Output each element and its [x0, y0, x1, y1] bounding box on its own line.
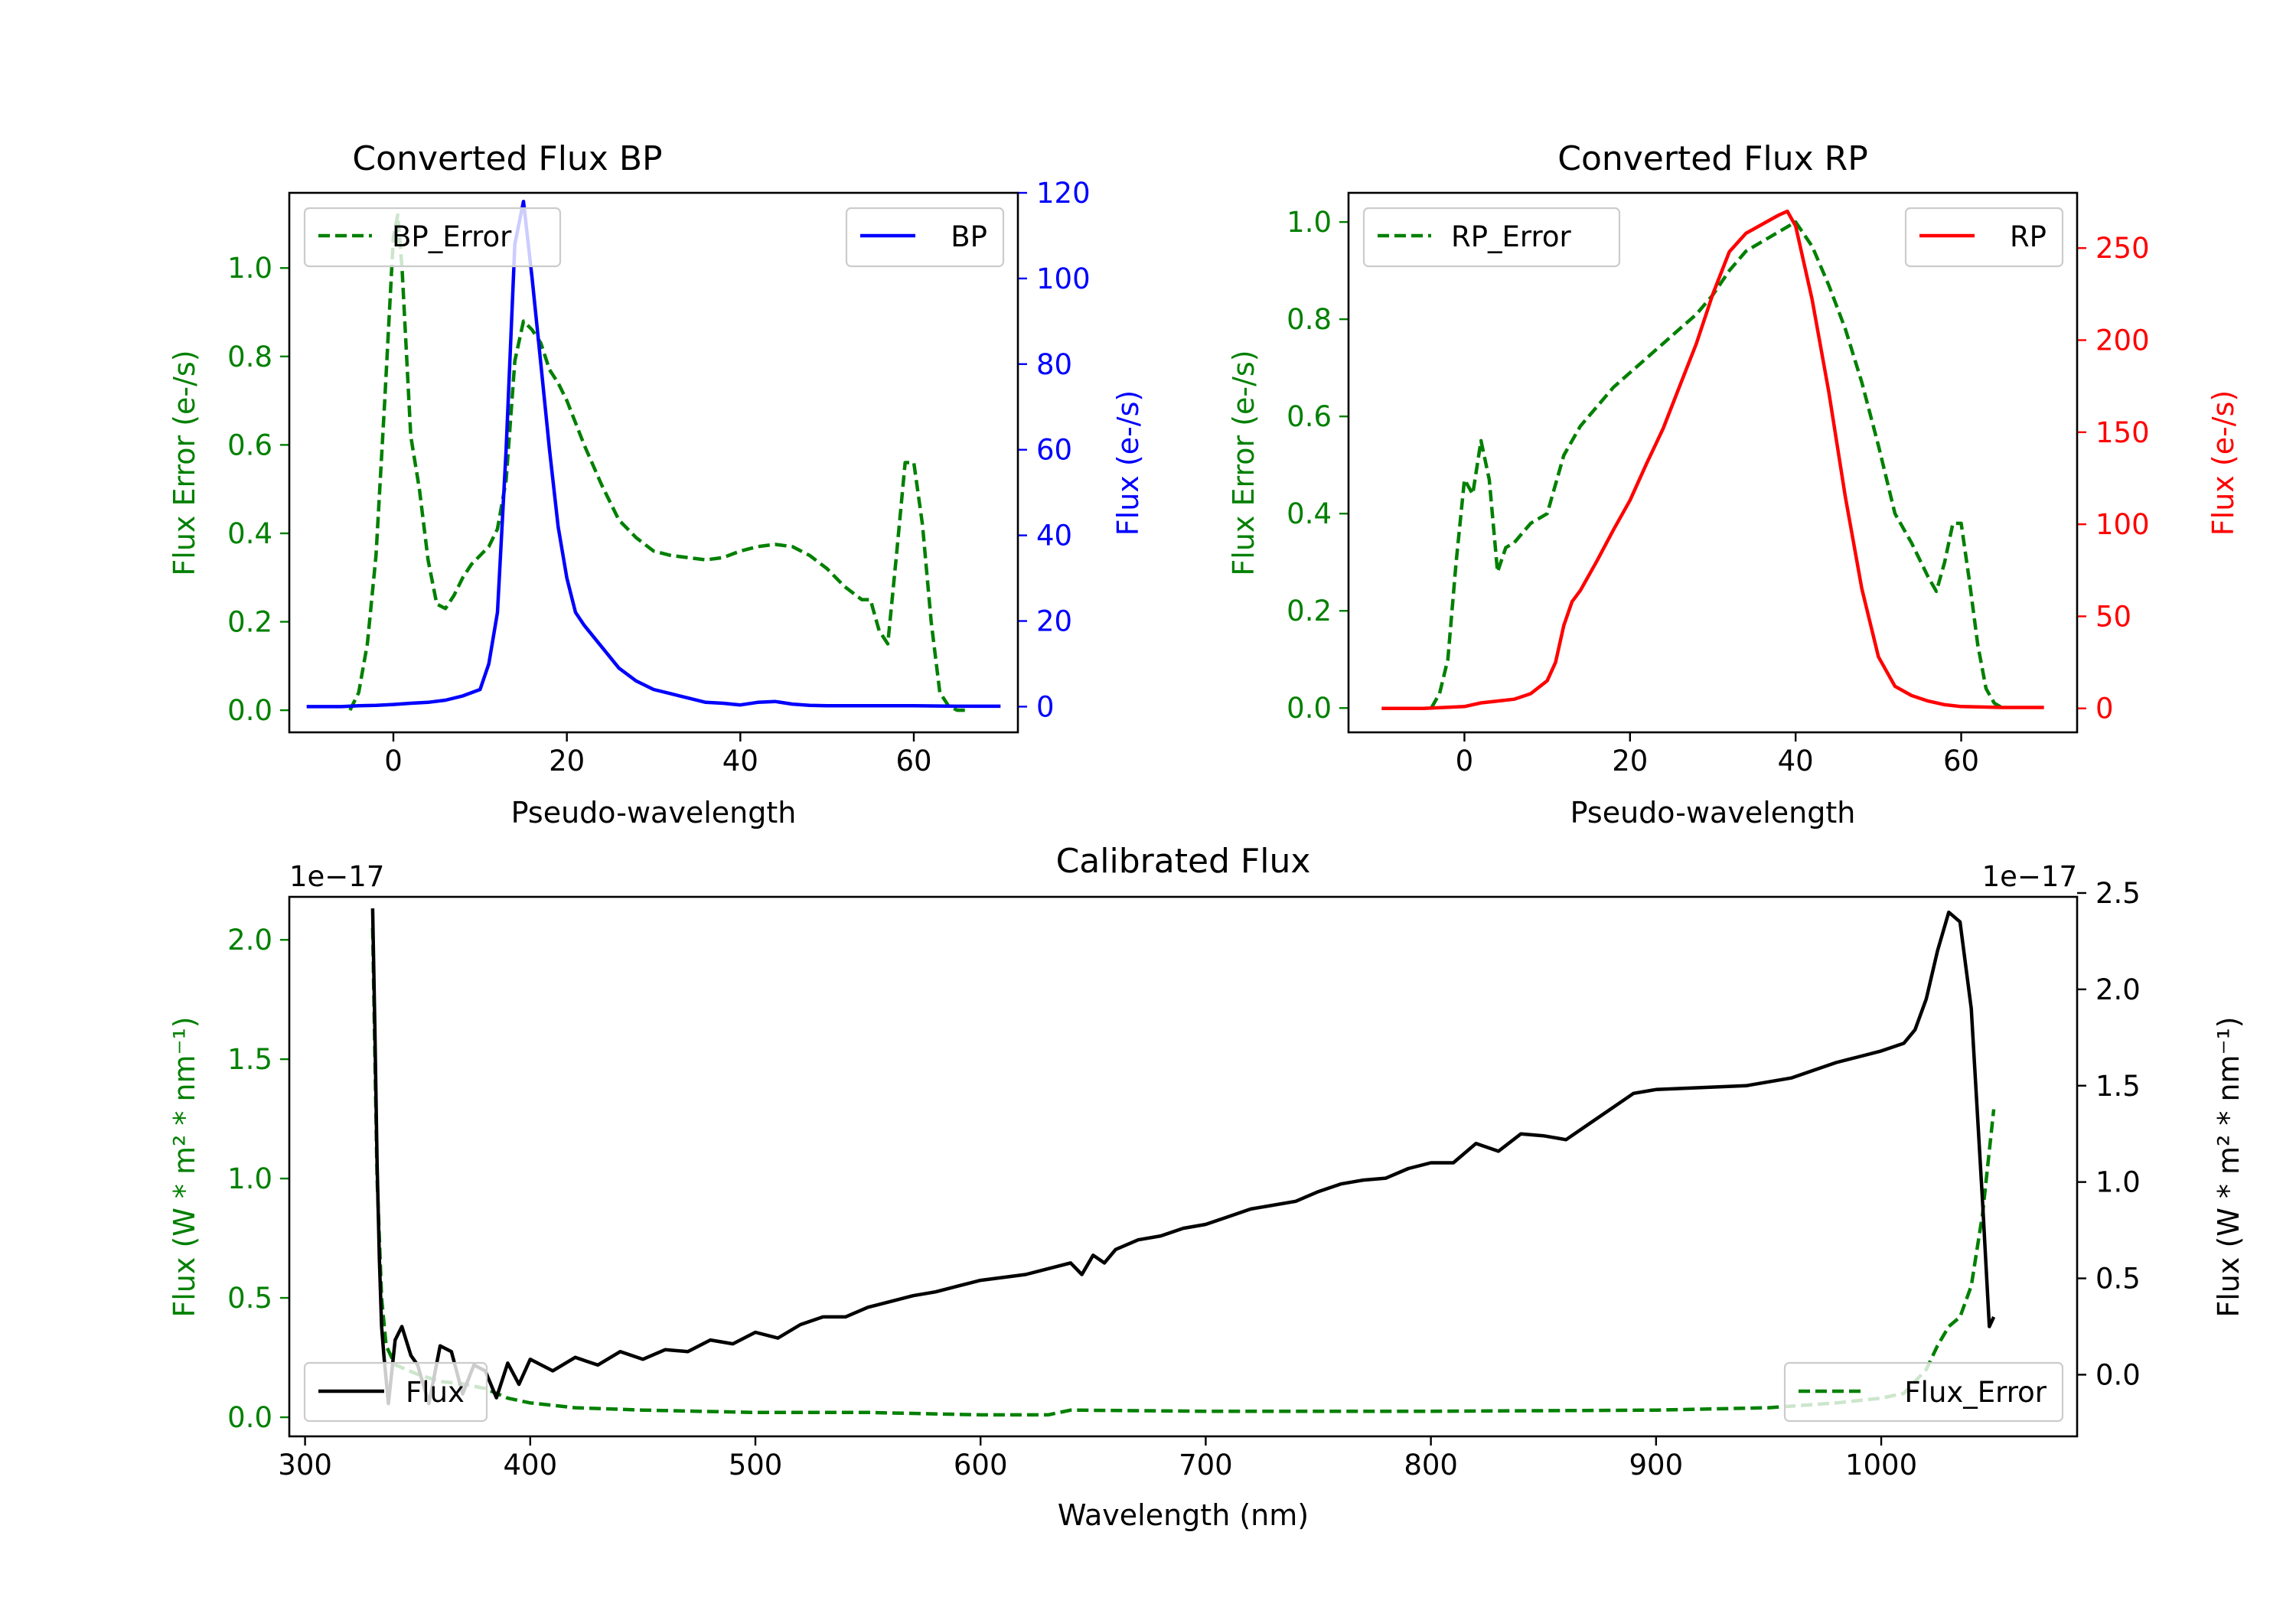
bp-xtick-label: 40 [722, 745, 758, 777]
cal-ytick-right-label: 0.0 [2095, 1358, 2141, 1391]
bp-ytick-right-label: 100 [1036, 262, 1091, 295]
cal-ytick-left-label: 1.5 [227, 1043, 272, 1076]
bp-ytick-right-label: 120 [1036, 177, 1091, 210]
rp-legend-flux: RP [1904, 207, 2064, 268]
cal-xtick-label: 900 [1629, 1449, 1684, 1482]
cal-series-flux [370, 908, 1996, 1406]
bp-ytick-right-label: 40 [1036, 520, 1072, 553]
rp-ytick-left-label: 0.4 [1287, 497, 1332, 530]
cal-ytick-left-label: 2.0 [227, 924, 272, 957]
cal-xtick-label: 300 [278, 1449, 332, 1482]
cal-ytick-right-label: 1.5 [2095, 1070, 2141, 1103]
cal-xtick-label: 600 [954, 1449, 1008, 1482]
bp-series-bp [306, 199, 1001, 709]
rp-ytick-right-label: 50 [2095, 600, 2131, 633]
bp-left-axis-label: Flux Error (e-/s) [168, 350, 201, 575]
rp-series-rp-error [1430, 220, 2004, 710]
cal-xtick-label: 500 [729, 1449, 783, 1482]
bp-series-bp-error [348, 213, 966, 712]
cal-right-offset: 1e−17 [1982, 860, 2077, 893]
bp-xtick-label: 0 [384, 745, 403, 777]
rp-ytick-right-label: 150 [2095, 416, 2150, 449]
rp-ytick-right-label: 100 [2095, 508, 2150, 541]
cal-right-axis-label: Flux (W * m² * nm⁻¹) [2212, 1016, 2245, 1317]
cal-xtick-label: 1000 [1845, 1449, 1917, 1482]
rp-ytick-right-label: 200 [2095, 324, 2150, 357]
bp-ytick-right-label: 80 [1036, 348, 1072, 381]
rp-ytick-left-label: 0.2 [1287, 595, 1332, 627]
rp-legend-error-label: RP_Error [1451, 220, 1571, 253]
cal-left-axis-label: Flux (W * m² * nm⁻¹) [168, 1016, 201, 1317]
cal-xtick-label: 400 [503, 1449, 557, 1482]
bp-ytick-right-label: 0 [1036, 690, 1055, 723]
cal-ytick-left-label: 0.0 [227, 1401, 272, 1434]
rp-title: Converted Flux RP [1557, 139, 1868, 178]
cal-ytick-right-label: 2.5 [2095, 877, 2141, 910]
bp-legend-flux: BP [845, 207, 1005, 268]
cal-ytick-left-label: 0.5 [227, 1282, 272, 1315]
cal-x-axis-label: Wavelength (nm) [1058, 1498, 1309, 1532]
bp-ytick-left-label: 0.6 [227, 429, 272, 461]
cal-ytick-right-label: 0.5 [2095, 1263, 2141, 1296]
rp-ytick-left-label: 0.6 [1287, 400, 1332, 433]
rp-ytick-left-label: 0.0 [1287, 692, 1332, 725]
bp-xtick-label: 20 [549, 745, 585, 777]
bp-ytick-left-label: 0.0 [227, 694, 272, 727]
cal-series-flux-error [370, 927, 1996, 1417]
rp-panel: Converted Flux RP 0 20 40 60 0.0 0.2 0.4 0.6 0.… [1227, 139, 2240, 830]
rp-legend-flux-label: RP [2010, 220, 2047, 253]
rp-xtick-label: 60 [1943, 745, 1979, 777]
rp-x-axis-label: Pseudo-wavelength [1570, 796, 1856, 830]
bp-ytick-left-label: 0.2 [227, 606, 272, 639]
calibrated-panel: Calibrated Flux 1e−17 1e−17 300 400 500 600… [168, 842, 2245, 1532]
rp-plot-frame [1347, 191, 2079, 734]
cal-legend-error: Flux_Error [1783, 1361, 2064, 1423]
rp-legend-error: RP_Error [1362, 207, 1621, 268]
rp-left-axis-label: Flux Error (e-/s) [1227, 350, 1261, 575]
cal-ytick-right-label: 1.0 [2095, 1166, 2141, 1199]
cal-xtick-label: 700 [1179, 1449, 1233, 1482]
cal-plot-frame [288, 895, 2079, 1438]
bp-ytick-left-label: 1.0 [227, 252, 272, 285]
cal-legend-flux: Flux [303, 1361, 488, 1423]
cal-legend-error-label: Flux_Error [1904, 1376, 2047, 1409]
bp-xtick-label: 60 [895, 745, 931, 777]
cal-legend-flux-label: Flux [406, 1376, 465, 1409]
rp-ytick-right-label: 0 [2095, 693, 2114, 725]
cal-title: Calibrated Flux [1056, 842, 1311, 881]
rp-ytick-right-label: 250 [2095, 232, 2150, 265]
bp-legend-error: BP_Error [303, 207, 562, 268]
bp-right-axis-label: Flux (e-/s) [1111, 390, 1145, 536]
rp-right-axis-label: Flux (e-/s) [2206, 390, 2240, 536]
rp-xtick-label: 40 [1778, 745, 1814, 777]
bp-title: Converted Flux BP [352, 139, 662, 178]
cal-ytick-right-label: 2.0 [2095, 973, 2141, 1006]
bp-ytick-left-label: 0.8 [227, 341, 272, 373]
rp-series-rp [1381, 209, 2044, 710]
cal-left-offset: 1e−17 [289, 860, 384, 893]
bp-x-axis-label: Pseudo-wavelength [511, 796, 797, 830]
rp-ytick-left-label: 1.0 [1287, 206, 1332, 239]
bp-panel: Converted Flux BP 0 20 40 60 0.0 0.2 0.4 0.6 0.… [168, 139, 1145, 830]
bp-legend-flux-label: BP [951, 220, 987, 253]
rp-xtick-label: 0 [1456, 745, 1474, 777]
rp-xtick-label: 20 [1612, 745, 1648, 777]
rp-ytick-left-label: 0.8 [1287, 303, 1332, 336]
bp-ytick-right-label: 60 [1036, 434, 1072, 467]
bp-ytick-right-label: 20 [1036, 605, 1072, 638]
cal-ytick-left-label: 1.0 [227, 1162, 272, 1195]
bp-legend-error-label: BP_Error [392, 220, 512, 253]
bp-ytick-left-label: 0.4 [227, 517, 272, 550]
bp-plot-frame [288, 191, 1019, 734]
cal-xtick-label: 800 [1404, 1449, 1458, 1482]
